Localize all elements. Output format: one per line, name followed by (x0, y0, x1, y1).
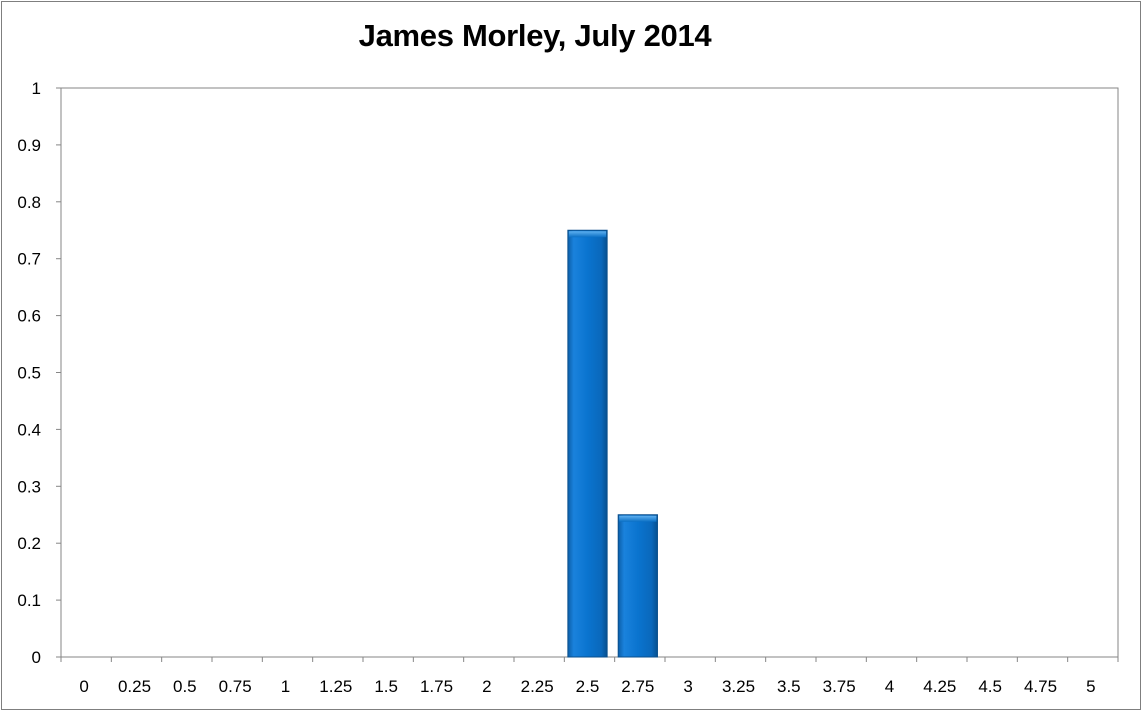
x-tick-label: 2.25 (521, 677, 554, 696)
bar-2.75 (617, 514, 658, 658)
x-tick-label: 3.75 (823, 677, 856, 696)
x-tick-label: 0 (79, 677, 88, 696)
x-tick-label: 5 (1086, 677, 1095, 696)
y-tick-label: 0.1 (17, 591, 41, 610)
x-tick-label: 2.5 (576, 677, 600, 696)
y-tick-label: 0.2 (17, 534, 41, 553)
x-tick-label: 4.5 (978, 677, 1002, 696)
x-tick-label: 1.5 (374, 677, 398, 696)
x-tick-label: 2.75 (621, 677, 654, 696)
x-tick-label: 3.5 (777, 677, 801, 696)
x-tick-label: 0.5 (173, 677, 197, 696)
x-axis: 0 0.25 0.5 0.75 1 1.25 1.5 1.75 2 2.25 2.5 2.75 3 3.2… (60, 657, 1119, 696)
bar (567, 229, 608, 658)
x-tick-label: 0.25 (118, 677, 151, 696)
x-tick-label: 2 (482, 677, 491, 696)
bars (567, 229, 658, 658)
y-axis: 0 0.1 0.2 0.3 0.4 0.5 0.6 0.7 0.8 0.9 1 (17, 79, 61, 667)
x-tick-label: 4.75 (1024, 677, 1057, 696)
x-tick-label: 4.25 (923, 677, 956, 696)
bar-bevel (568, 231, 607, 238)
y-tick-label: 0.8 (17, 193, 41, 212)
y-tick-label: 0 (32, 648, 41, 667)
y-tick-label: 0.9 (17, 136, 41, 155)
y-tick-label: 0.4 (17, 420, 41, 439)
y-tick-label: 1 (32, 79, 41, 98)
bar (617, 514, 658, 658)
y-tick-label: 0.6 (17, 307, 41, 326)
x-tick-label: 3 (683, 677, 692, 696)
y-tick-label: 0.7 (17, 250, 41, 269)
x-tick-label: 0.75 (219, 677, 252, 696)
bar-bevel (619, 515, 657, 522)
x-tick-label: 4 (885, 677, 894, 696)
x-tick-label: 1 (281, 677, 290, 696)
x-tick-label: 1.25 (319, 677, 352, 696)
y-tick-label: 0.5 (17, 364, 41, 383)
x-tick-label: 3.25 (722, 677, 755, 696)
y-tick-label: 0.3 (17, 477, 41, 496)
x-tick-label: 1.75 (420, 677, 453, 696)
bar-2.5 (567, 229, 608, 658)
chart-title: James Morley, July 2014 (358, 18, 712, 53)
